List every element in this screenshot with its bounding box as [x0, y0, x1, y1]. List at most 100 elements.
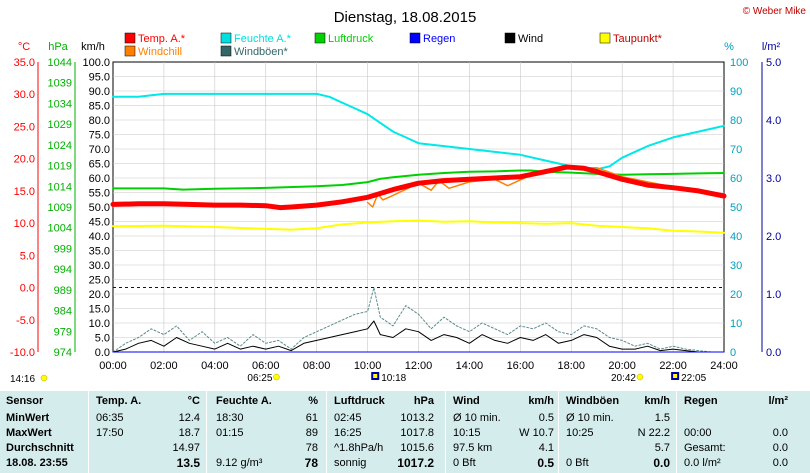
temp-tick-label: 10.0 [14, 218, 35, 230]
marker-flag-center [373, 374, 378, 378]
humidity-tick-label: 30 [730, 260, 742, 272]
wind-tick-label: 50.0 [89, 202, 110, 214]
stats-header-cell: Windböen [566, 395, 620, 407]
x-tick-label: 08:00 [303, 360, 331, 372]
humidity-tick-label: 90 [730, 86, 742, 98]
pressure-tick-label: 989 [54, 285, 72, 297]
copyright-label: © Weber Mike [743, 6, 807, 17]
stats-cell-r-lbl: Gesamt: [684, 442, 726, 454]
stats-header-cell: Feuchte A. [216, 395, 272, 407]
x-tick-label: 18:00 [557, 360, 585, 372]
stats-header-cell: Temp. A. [96, 395, 142, 407]
stats-header-cell: °C [187, 395, 200, 407]
stats-cell-w-val: W 10.7 [519, 427, 554, 439]
stats-cell-p-time: ^1.8hPa/h [334, 442, 384, 454]
pressure-tick-label: 979 [54, 326, 72, 338]
x-tick-label: 02:00 [150, 360, 178, 372]
humidity-tick-label: 50 [730, 202, 742, 214]
x-tick-label: 10:00 [354, 360, 382, 372]
wind-tick-label: 75.0 [89, 130, 110, 142]
rain-tick-label: 3.0 [766, 173, 781, 185]
stats-header-row: Sensor Temp. A. °C Feuchte A.% Luftdruck hPa W… [0, 394, 810, 408]
legend-label-luftdruck: Luftdruck [328, 33, 374, 45]
series-feuchte-a [112, 92, 725, 171]
stats-header-cell: hPa [413, 395, 434, 407]
humidity-tick-label: 10 [730, 318, 742, 330]
column-separator [445, 391, 446, 473]
humidity-tick-label: 0 [730, 347, 736, 359]
legend-swatch-regen [409, 32, 421, 44]
stats-cell-label: MinWert [6, 412, 50, 424]
stats-header-cell: Luftdruck [334, 395, 385, 407]
stats-cell-label: Durchschnitt [6, 442, 74, 454]
marker-dot [273, 373, 280, 381]
x-tick-label: 24:00 [710, 360, 738, 372]
wind-tick-label: 35.0 [89, 246, 110, 258]
legend-swatch-windb-en [220, 45, 232, 57]
column-separator [88, 391, 89, 473]
pressure-tick-label: 1039 [48, 78, 72, 90]
stats-cell-r-val: 0.0 [772, 457, 788, 469]
rain-tick-label: 5.0 [766, 57, 781, 69]
temp-tick-label: 20.0 [14, 154, 35, 166]
humidity-tick-label: 40 [730, 231, 742, 243]
x-tick-label: 12:00 [405, 360, 433, 372]
stats-row: 18.08. 23:55 13.5 9.12 g/m³ 78 sonnig 1017.2 0… [0, 456, 810, 470]
pressure-tick-label: 1004 [48, 223, 72, 235]
temp-tick-label: 30.0 [14, 89, 35, 101]
weather-chart: 00:00 02:00 04:00 06:00 08:00 10:00 12:00 14:00… [10, 6, 807, 385]
stats-header-cell: Sensor [6, 395, 44, 407]
stats-cell-w-lbl: 0 Bft [453, 457, 476, 469]
temp-tick-label: -10.0 [10, 347, 35, 359]
stats-cell-w-val: 4.1 [538, 442, 554, 454]
marker-dot [636, 373, 644, 381]
stats-header-cell: km/h [644, 395, 670, 407]
wind-tick-label: 15.0 [89, 304, 110, 316]
stats-cell-g-val: 1.5 [654, 412, 670, 424]
marker-dot [40, 374, 48, 382]
stats-cell-p-time: 02:45 [334, 412, 362, 424]
pressure-tick-label: 994 [54, 264, 72, 276]
rain-tick-label: 2.0 [766, 231, 781, 243]
stats-cell-h-time: 01:15 [216, 427, 244, 439]
x-tick-label: 00:00 [99, 360, 127, 372]
temp-tick-label: -5.0 [16, 315, 35, 327]
wind-tick-label: 5.0 [95, 333, 110, 345]
stats-cell-h-val: 78 [304, 456, 318, 470]
chart-legend: Temp. A.* Feuchte A.* Luftdruck Regen Wind Ta… [124, 32, 663, 58]
legend-swatch-windchill [124, 45, 136, 57]
column-separator [558, 391, 559, 473]
wind-tick-label: 45.0 [89, 217, 110, 229]
temp-tick-label: 25.0 [14, 121, 35, 133]
series-windb-en [112, 287, 725, 353]
stats-header-cell: km/h [528, 395, 554, 407]
column-separator [326, 391, 327, 473]
stats-cell-p-val: 1013.2 [400, 412, 434, 424]
stats-cell-w-lbl: 10:15 [453, 427, 481, 439]
temp-tick-label: 15.0 [14, 186, 35, 198]
stats-cell-w-lbl: 97.5 km [453, 442, 493, 454]
stats-cell-g-val: 5.7 [654, 442, 670, 454]
stats-row: MinWert 06:35 12.4 18:30 61 02:45 1013.2 Ø 10 m… [0, 411, 810, 425]
x-tick-label: 20:00 [608, 360, 636, 372]
x-tick-label: 04:00 [201, 360, 229, 372]
stats-cell-r-lbl: 00:00 [684, 427, 712, 439]
wind-tick-label: 40.0 [89, 231, 110, 243]
pressure-tick-label: 1044 [48, 57, 72, 69]
stats-row: MaxWert 17:50 18.7 01:15 89 16:25 1017.8 10:15 W… [0, 426, 810, 440]
stats-cell-h-time: 18:30 [216, 412, 244, 424]
legend-swatch-feuchte-a [220, 32, 232, 44]
wind-tick-label: 90.0 [89, 86, 110, 98]
wind-tick-label: 100.0 [82, 57, 110, 69]
stats-header-cell: Wind [453, 395, 480, 407]
stats-cell-w-val: 0.5 [538, 412, 554, 424]
rain-tick-label: 4.0 [766, 115, 781, 127]
chart-title: Dienstag, 18.08.2015 [334, 9, 477, 26]
stats-cell-t-val: 14.97 [172, 442, 200, 454]
stats-cell-p-val: 1015.6 [400, 442, 434, 454]
x-tick-label: 16:00 [507, 360, 535, 372]
stats-cell-g-lbl: 0 Bft [566, 457, 589, 469]
marker-label: 22:05 [681, 373, 706, 384]
stats-cell-t-time: 17:50 [96, 427, 124, 439]
marker-label: 10:18 [381, 373, 406, 384]
